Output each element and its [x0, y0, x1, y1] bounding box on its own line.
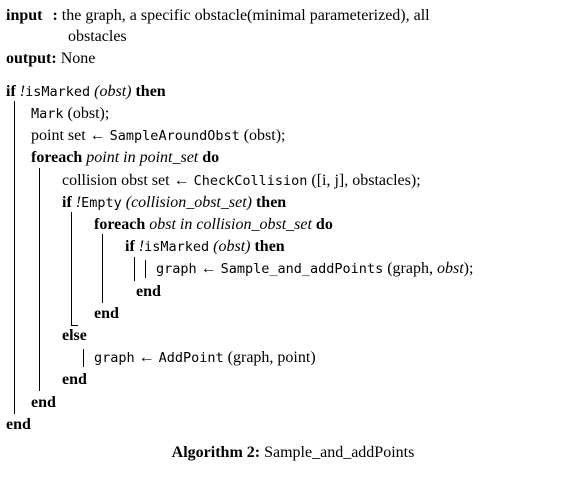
collision-set-var: collision obst set	[62, 172, 170, 189]
inner-if-not-marked-line: if !isMarked (obst) then	[125, 237, 285, 257]
foreach-point-line: foreach point in point_set do	[31, 148, 219, 168]
input-keyword: input	[6, 7, 43, 24]
do-keyword: do	[315, 216, 333, 233]
empty-arg: (collision_obst_set)	[125, 194, 252, 211]
inner-if-block-bar	[134, 257, 135, 281]
assign-arrow: ←	[89, 127, 106, 144]
not-operator: !	[19, 83, 26, 100]
check-collision-fn: CheckCollision	[193, 173, 308, 189]
do-keyword: do	[202, 149, 220, 166]
sample-and-add-arg-obst: obst	[436, 260, 464, 277]
end-inner-if: end	[136, 283, 161, 300]
input-description-cont: obstacles	[68, 28, 127, 45]
add-point-arg: (graph, point)	[227, 349, 316, 366]
input-description: the graph, a specific obstacle(minimal p…	[61, 7, 430, 24]
point-set-line: point set ← SampleAroundObst (obst);	[31, 126, 286, 146]
add-point-fn: AddPoint	[158, 350, 224, 366]
if-keyword: if	[62, 194, 72, 211]
ismarked-fn: isMarked	[25, 84, 91, 100]
foreach-point-block-bar	[39, 168, 40, 391]
foreach-obst-line: foreach obst in collision_obst_set do	[94, 215, 333, 235]
assign-arrow: ←	[138, 349, 155, 366]
mark-arg: (obst);	[67, 105, 110, 122]
check-collision-arg: ([i, j], obstacles);	[311, 172, 421, 189]
sample-around-arg: (obst);	[243, 127, 286, 144]
end-foreach-point: end	[31, 394, 56, 411]
collision-line: collision obst set ← CheckCollision ([i,…	[62, 171, 421, 191]
if-keyword: if	[125, 238, 135, 255]
then-keyword: then	[254, 238, 285, 255]
caption-name: Sample_and_addPoints	[264, 444, 415, 461]
caption-label: Algorithm 2:	[171, 444, 261, 461]
recursive-call-line: graph ← Sample_and_addPoints (graph, obs…	[156, 259, 473, 279]
foreach-point-expr: point in point_set	[86, 149, 199, 166]
then-keyword: then	[255, 194, 287, 211]
add-point-line: graph ← AddPoint (graph, point)	[94, 348, 316, 368]
else-keyword: else	[62, 327, 87, 344]
outer-if-block-bar	[14, 101, 15, 414]
if-block-tick	[71, 325, 78, 326]
end-foreach-obst: end	[94, 305, 119, 322]
mark-fn: Mark	[31, 106, 64, 122]
foreach-obst-block-bar	[102, 234, 103, 303]
sample-and-add-arg-close: );	[463, 260, 474, 277]
foreach-keyword: foreach	[31, 149, 83, 166]
mark-line: Mark (obst);	[31, 104, 109, 124]
graph-var: graph	[156, 261, 197, 277]
if-not-empty-line: if !Empty (collision_obst_set) then	[62, 193, 286, 213]
output-description: None	[60, 50, 96, 67]
input-line: input: the graph, a specific obstacle(mi…	[6, 6, 430, 26]
foreach-obst-expr: obst in collision_obst_set	[149, 216, 312, 233]
sample-and-add-fn: Sample_and_addPoints	[220, 261, 384, 277]
end-outer-if: end	[6, 416, 31, 433]
assign-arrow: ←	[173, 172, 190, 189]
assign-arrow: ←	[200, 260, 217, 277]
obst-arg: (obst)	[213, 238, 251, 255]
else-stmt-bar	[83, 349, 84, 367]
if-not-marked-line: if !isMarked (obst) then	[6, 82, 166, 102]
graph-var: graph	[94, 350, 135, 366]
single-stmt-bar	[145, 260, 146, 278]
not-operator: !	[75, 194, 82, 211]
empty-fn: Empty	[81, 195, 122, 211]
ismarked-fn: isMarked	[144, 239, 210, 255]
not-operator: !	[138, 238, 145, 255]
point-set-var: point set	[31, 127, 86, 144]
obst-arg: (obst)	[94, 83, 132, 100]
sample-around-fn: SampleAroundObst	[109, 128, 240, 144]
algorithm-caption: Algorithm 2: Sample_and_addPoints	[0, 443, 586, 463]
sample-and-add-arg-open: (graph,	[387, 260, 433, 277]
end-if-else: end	[62, 371, 87, 388]
then-keyword: then	[135, 83, 166, 100]
input-colon: :	[52, 7, 58, 24]
if-block-bar	[71, 212, 72, 325]
if-keyword: if	[6, 83, 16, 100]
output-line: output: None	[6, 49, 95, 69]
input-continuation: obstacles	[68, 27, 127, 47]
foreach-keyword: foreach	[94, 216, 146, 233]
output-keyword: output:	[6, 50, 57, 67]
